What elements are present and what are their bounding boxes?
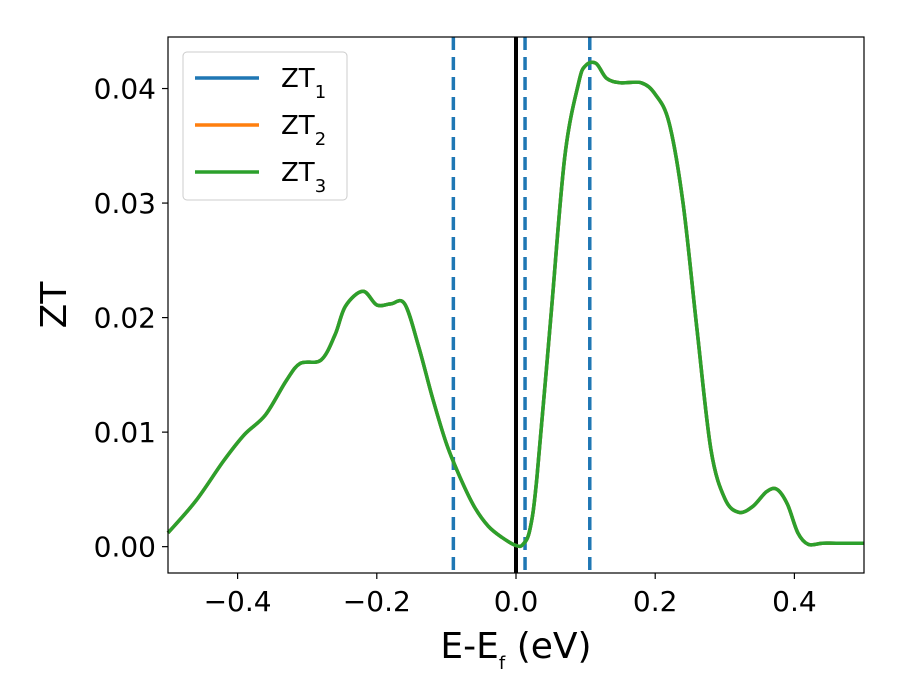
series-lines [166, 60, 864, 549]
y-tick-label: 0.01 [94, 416, 156, 449]
y-tick-label: 0.02 [94, 302, 156, 335]
series-line-3 [166, 60, 864, 549]
legend-label-3: ZT3 [281, 158, 326, 197]
legend-label-2: ZT2 [281, 111, 326, 150]
legend-box [182, 51, 348, 201]
legend-label-1: ZT1 [281, 64, 326, 103]
x-tick-label: −0.2 [343, 585, 411, 618]
y-tick-label: 0.03 [94, 187, 156, 220]
y-axis-ticks: 0.00 0.01 0.02 0.03 0.04 [94, 73, 168, 564]
y-axis-label: ZT [34, 281, 75, 329]
vertical-reference-lines [451, 37, 592, 573]
y-tick-label: 0.04 [94, 73, 156, 106]
x-tick-label: 0.0 [494, 585, 539, 618]
y-tick-label: 0.00 [94, 531, 156, 564]
x-tick-label: 0.2 [633, 585, 678, 618]
x-tick-label: −0.4 [204, 585, 272, 618]
legend: ZT1 ZT2 ZT3 [182, 51, 348, 201]
x-axis-ticks: −0.4 −0.2 0.0 0.2 0.4 [204, 573, 817, 618]
x-axis-label: E-Ef (eV) [440, 626, 591, 674]
x-tick-label: 0.4 [772, 585, 817, 618]
